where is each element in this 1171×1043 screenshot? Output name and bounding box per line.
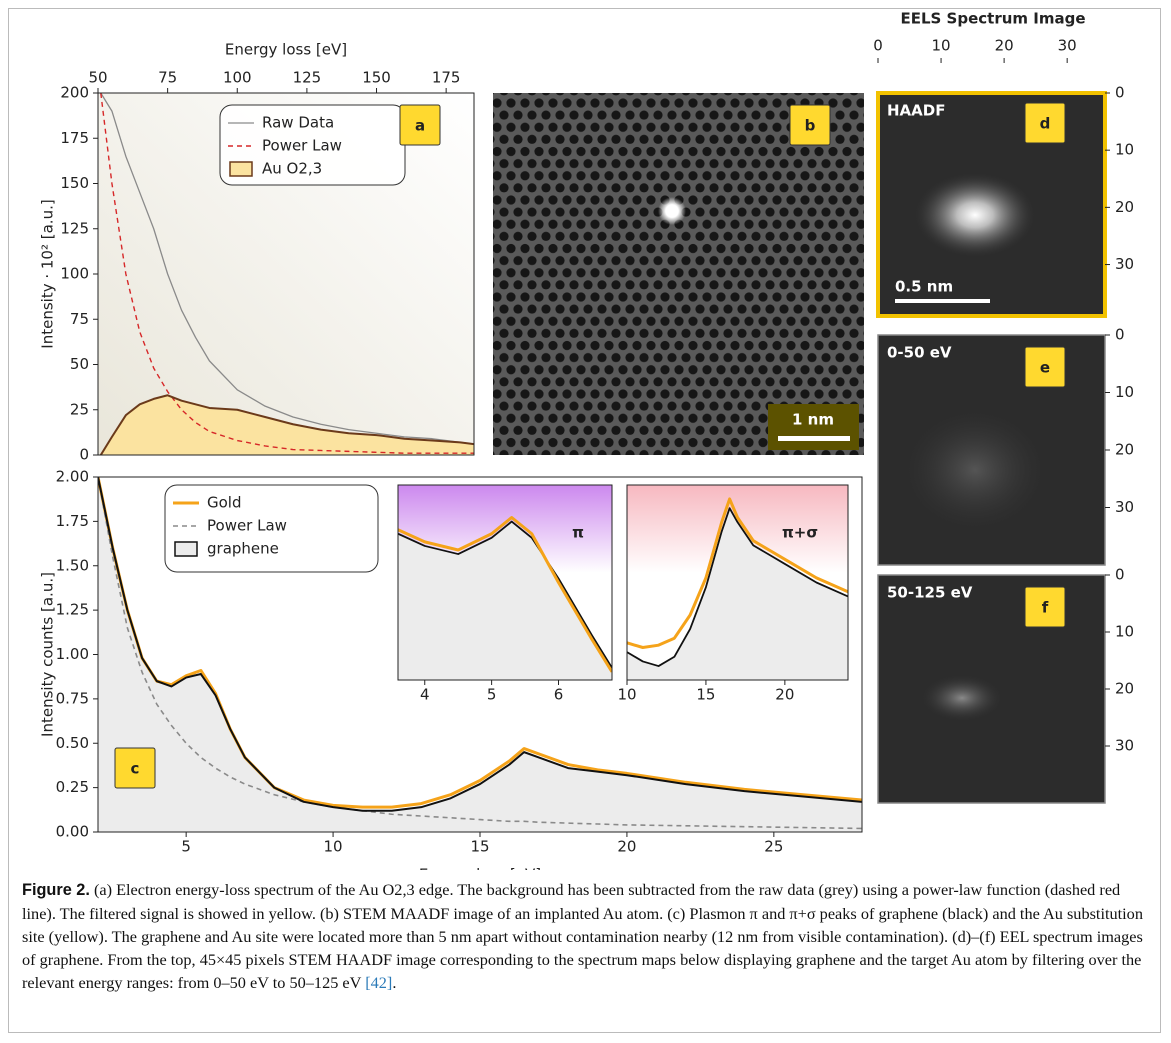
caption-text: (a) Electron energy-loss spectrum of the… (22, 880, 1143, 992)
legend-label: Raw Data (262, 114, 334, 132)
panel-label: b (805, 117, 816, 135)
y-tick-label: 1.75 (56, 512, 89, 530)
y-tick-label: 150 (60, 174, 89, 192)
legend-swatch (175, 542, 197, 556)
y-tick-label: 30 (1115, 255, 1134, 273)
x-tick-label: 5 (487, 686, 497, 704)
scale-bar-label: 1 nm (792, 411, 834, 429)
y-tick-label: 2.00 (56, 468, 89, 486)
x-tick-label: 175 (432, 69, 461, 87)
panel-label: e (1040, 359, 1050, 377)
x-tick-label: 15 (696, 686, 715, 704)
panel-label: d (1040, 115, 1051, 133)
x-tick-label: 75 (158, 69, 177, 87)
x-tick-label: 10 (617, 686, 636, 704)
y-tick-label: 175 (60, 129, 89, 147)
caption: Figure 2. (a) Electron energy-loss spect… (22, 878, 1150, 994)
panel-label: c (131, 760, 140, 778)
y-tick-label: 0.25 (56, 778, 89, 796)
x-tick-label: 100 (223, 69, 252, 87)
x-tick-label: 4 (420, 686, 430, 704)
au-atom-glow (658, 197, 686, 225)
y-tick-label: 50 (70, 355, 89, 373)
scale-bar-label: 0.5 nm (895, 278, 953, 296)
panel-label: f (1042, 599, 1049, 617)
citation[interactable]: [42] (365, 973, 392, 992)
x-tick-label: 150 (362, 69, 391, 87)
y-tick-label: 75 (70, 310, 89, 328)
inset-title: π (572, 524, 584, 542)
x-tick-label: 20 (775, 686, 794, 704)
legend-label: Gold (207, 494, 242, 512)
inset-title: π+σ (782, 524, 818, 542)
legend-label: Au O2,3 (262, 160, 322, 178)
stem-image (493, 93, 864, 455)
legend-label: graphene (207, 540, 279, 558)
y-tick-label: 10 (1115, 623, 1134, 641)
map-title: 0-50 eV (887, 344, 952, 362)
map-title: 50-125 eV (887, 584, 973, 602)
y-tick-label: 0 (1115, 326, 1125, 344)
y-tick-label: 10 (1115, 383, 1134, 401)
panel-label: a (415, 117, 425, 135)
y-tick-label: 0.00 (56, 823, 89, 841)
map-signal (915, 173, 1035, 257)
y-tick-label: 20 (1115, 680, 1134, 698)
y-tick-label: 125 (60, 219, 89, 237)
y-tick-label: 10 (1115, 141, 1134, 159)
x-tick-label: 5 (181, 838, 191, 856)
page: {"chart_data": [ {"type": "line", "label… (0, 0, 1171, 1043)
y-tick-label: 0 (1115, 566, 1125, 584)
map-signal (920, 674, 1004, 722)
y-axis-label: Intensity · 10² [a.u.] (39, 199, 57, 348)
map-signal (905, 410, 1045, 530)
legend-swatch (230, 162, 252, 176)
x-tick-label: 10 (324, 838, 343, 856)
x-tick-label: 10 (932, 37, 951, 55)
caption-end: . (392, 973, 396, 992)
y-tick-label: 25 (70, 400, 89, 418)
y-tick-label: 0.50 (56, 734, 89, 752)
x-tick-label: 6 (554, 686, 564, 704)
y-tick-label: 0 (79, 446, 89, 464)
y-tick-label: 20 (1115, 441, 1134, 459)
y-tick-label: 1.50 (56, 556, 89, 574)
caption-label: Figure 2. (22, 881, 90, 899)
x-tick-label: 15 (470, 838, 489, 856)
scale-bar (778, 436, 850, 441)
x-tick-label: 30 (1058, 37, 1077, 55)
y-tick-label: 30 (1115, 737, 1134, 755)
y-tick-label: 200 (60, 84, 89, 102)
y-tick-label: 1.25 (56, 601, 89, 619)
axis-title: EELS Spectrum Image (900, 10, 1085, 28)
x-tick-label: 50 (88, 69, 107, 87)
y-tick-label: 100 (60, 265, 89, 283)
y-tick-label: 1.00 (56, 645, 89, 663)
y-tick-label: 0.75 (56, 689, 89, 707)
y-axis-label: Intensity counts [a.u.] (39, 572, 57, 737)
x-tick-label: 125 (293, 69, 322, 87)
x-tick-label: 25 (764, 838, 783, 856)
y-tick-label: 20 (1115, 198, 1134, 216)
y-tick-label: 30 (1115, 498, 1134, 516)
y-tick-label: 0 (1115, 84, 1125, 102)
x-axis-label: Energy loss [eV] (419, 866, 541, 871)
x-tick-label: 0 (873, 37, 883, 55)
x-tick-label: 20 (995, 37, 1014, 55)
legend-label: Power Law (207, 517, 287, 535)
legend-label: Power Law (262, 137, 342, 155)
x-axis-label: Energy loss [eV] (225, 41, 347, 59)
scale-bar (895, 299, 990, 303)
map-title: HAADF (887, 102, 945, 120)
x-tick-label: 20 (617, 838, 636, 856)
